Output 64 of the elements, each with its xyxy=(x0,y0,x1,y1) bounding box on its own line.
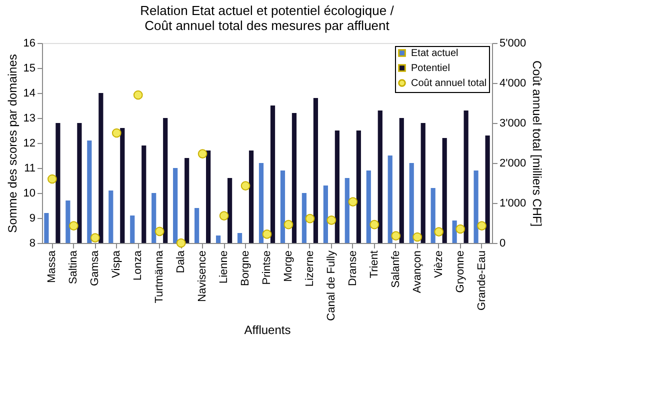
x-tick-label: Gryonne xyxy=(454,250,466,293)
x-tick-label: Dala xyxy=(175,250,188,274)
y-tick-label: 10 xyxy=(23,188,36,200)
point xyxy=(305,214,315,224)
point xyxy=(370,220,380,230)
y-axis-title: Somme des scores par domaines xyxy=(5,54,20,233)
x-tick-label: Lizerne xyxy=(304,250,316,287)
point xyxy=(456,224,465,234)
point xyxy=(154,226,164,236)
y-tick-label: 13 xyxy=(23,112,36,124)
y-tick-label: 12 xyxy=(23,138,36,150)
x-tick-label: Vispa xyxy=(110,250,123,278)
y-tick-label: 16 xyxy=(23,38,36,50)
point xyxy=(262,230,272,239)
point xyxy=(284,220,294,230)
point xyxy=(412,232,422,242)
y2-axis-title: Coût annuel total [milliers CHF] xyxy=(530,60,544,227)
point xyxy=(133,90,143,100)
x-tick-label: Dranse xyxy=(346,250,359,286)
point xyxy=(391,231,401,240)
x-tick-label: Turtmänna xyxy=(154,250,166,304)
y-tick-label: 11 xyxy=(24,162,36,174)
x-tick-label: Saltina xyxy=(68,250,80,284)
x-tick-label: Gamsa xyxy=(89,250,102,286)
y2-tick-label: 2'000 xyxy=(500,158,526,170)
x-tick-label: Lienne xyxy=(218,250,230,284)
point xyxy=(240,181,250,190)
x-tick-label: Vièze xyxy=(432,250,445,278)
x-tick-label: Navisence xyxy=(196,250,209,302)
point xyxy=(48,174,57,184)
x-tick-label: Canal de Fully xyxy=(325,250,338,321)
x-tick-label: Salanfe xyxy=(390,250,402,288)
point xyxy=(198,149,208,158)
point xyxy=(348,197,358,206)
x-tick-label: Lonza xyxy=(132,250,144,280)
x-tick-label: Printse xyxy=(261,250,273,285)
y2-tick-label: 5'000 xyxy=(500,38,526,50)
y-tick-label: 8 xyxy=(29,238,36,250)
point xyxy=(477,221,486,230)
point xyxy=(434,227,444,236)
x-axis-title: Affluents xyxy=(244,322,291,337)
y2-tick-label: 3'000 xyxy=(500,118,526,130)
point xyxy=(176,238,186,248)
x-tick-label: Grande-Eau xyxy=(476,250,488,310)
point xyxy=(112,128,122,138)
y2-tick-label: 1'000 xyxy=(500,198,526,210)
chart-title: Relation Etat actuel et potentiel écologique / Coût annuel total des mesures par affluent xyxy=(140,3,394,33)
x-tick-label: Borgne xyxy=(240,250,252,286)
y2-tick-label: 0 xyxy=(500,238,506,250)
point xyxy=(219,211,229,220)
x-tick-label: Avançon xyxy=(411,250,424,294)
x-tick-label: Morge xyxy=(282,250,294,282)
y-tick-label: 15 xyxy=(23,62,36,74)
legend-label: Etat actuel xyxy=(411,48,458,59)
legend-label: Coût annuel total xyxy=(411,78,487,89)
point xyxy=(326,216,336,225)
x-tick-label: Trient xyxy=(368,250,380,278)
y-tick-label: 14 xyxy=(23,88,36,100)
y2-tick-label: 4'000 xyxy=(500,78,526,90)
y-tick-label: 9 xyxy=(29,212,36,224)
legend-label: Potentiel xyxy=(411,63,450,74)
x-tick-label: Massa xyxy=(46,250,58,283)
point xyxy=(90,233,100,242)
point xyxy=(69,221,78,230)
